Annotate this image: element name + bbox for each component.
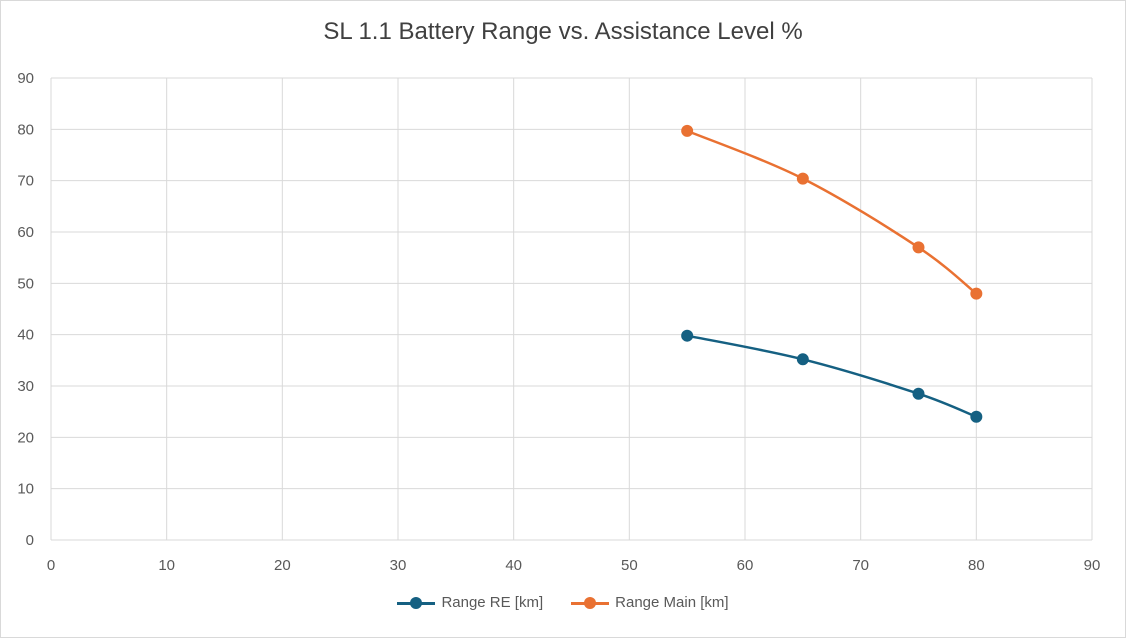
series-line-1[interactable] (686, 129, 978, 295)
x-tick-label: 50 (621, 557, 638, 574)
x-tick-label: 10 (158, 557, 175, 574)
data-point-series-0-0[interactable] (681, 329, 694, 342)
x-axis: 0 10 20 30 40 50 60 70 80 90 (47, 557, 1101, 574)
x-tick-label: 60 (737, 557, 754, 574)
y-tick-label: 80 (17, 121, 34, 138)
data-point-series-1-0[interactable] (681, 124, 694, 137)
series-line-0[interactable] (686, 334, 977, 418)
y-tick-label: 10 (17, 481, 34, 498)
legend-item-range-re[interactable]: Range RE [km] (397, 594, 543, 611)
x-tick-label: 30 (390, 557, 407, 574)
y-tick-label: 20 (17, 429, 34, 446)
x-tick-label: 70 (852, 557, 869, 574)
legend-marker-range-main (571, 596, 610, 610)
data-point-series-1-3[interactable] (970, 287, 983, 300)
y-tick-label: 60 (17, 224, 34, 241)
legend-label-range-main: Range Main [km] (615, 594, 729, 611)
data-point-series-1-1[interactable] (796, 172, 809, 185)
y-tick-label: 0 (26, 532, 34, 549)
y-tick-label: 30 (17, 378, 34, 395)
data-point-series-0-2[interactable] (912, 387, 925, 400)
x-tick-label: 90 (1084, 557, 1101, 574)
data-point-series-0-3[interactable] (970, 410, 983, 423)
y-axis: 0 10 20 30 40 50 60 70 80 90 (17, 70, 34, 549)
y-tick-label: 50 (17, 275, 34, 292)
y-tick-label: 90 (17, 70, 34, 87)
y-tick-label: 40 (17, 327, 34, 344)
chart-title: SL 1.1 Battery Range vs. Assistance Leve… (323, 18, 803, 45)
data-point-series-0-1[interactable] (796, 353, 809, 366)
legend-marker-range-re (397, 596, 436, 610)
gridlines (50, 77, 1093, 541)
x-tick-label: 0 (47, 557, 55, 574)
x-tick-label: 40 (505, 557, 522, 574)
legend-label-range-re: Range RE [km] (441, 594, 544, 611)
x-tick-label: 80 (968, 557, 985, 574)
x-tick-label: 20 (274, 557, 291, 574)
data-point-series-1-2[interactable] (912, 241, 925, 254)
series-layer (681, 124, 983, 423)
legend-item-range-main[interactable]: Range Main [km] (571, 594, 729, 611)
legend: Range RE [km] Range Main [km] (0, 594, 1126, 611)
y-tick-label: 70 (17, 173, 34, 190)
